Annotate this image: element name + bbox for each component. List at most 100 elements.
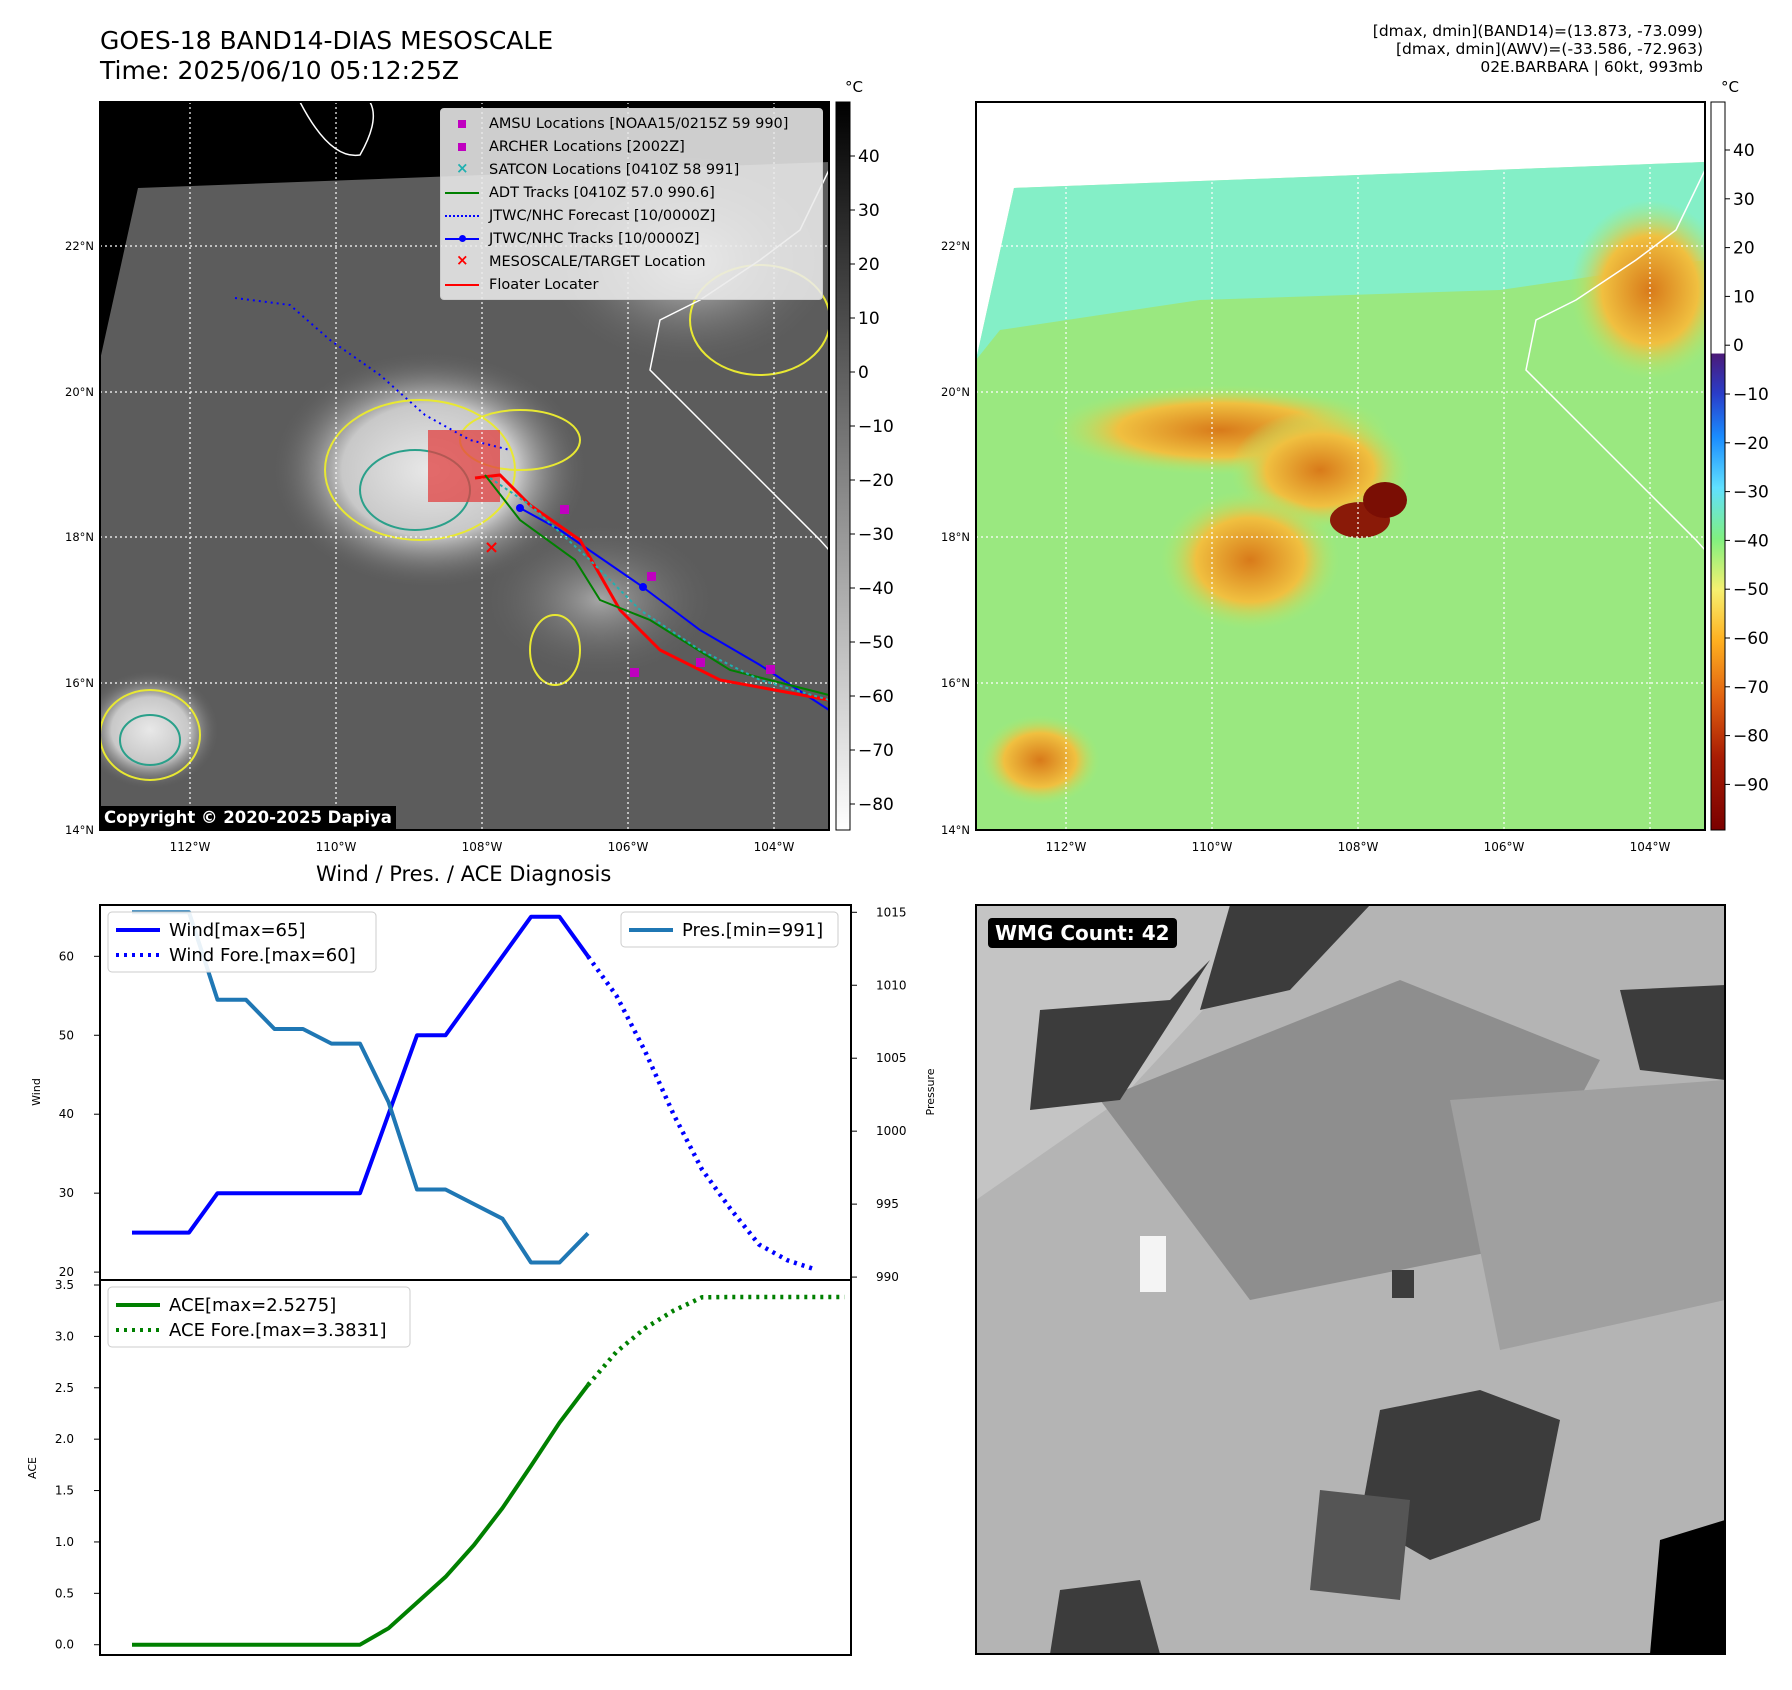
wv-colorbar-tick-label: 40	[1733, 141, 1755, 161]
legend-entry: Floater Locater	[445, 274, 598, 296]
wind-tick-label: 40	[59, 1107, 74, 1121]
ace-tick-label: 0.5	[55, 1586, 74, 1600]
ace-tick-label: 3.5	[55, 1278, 74, 1292]
ir-lon-label: 106°W	[608, 840, 649, 854]
wmg-count-label: WMG Count: 42	[988, 918, 1177, 948]
ir-colorbar-tick-label: −70	[858, 741, 894, 761]
pressure-tick-label: 1015	[876, 905, 907, 919]
ir-lon-label: 112°W	[170, 840, 211, 854]
legend-label: JTWC/NHC Forecast [10/0000Z]	[489, 208, 716, 224]
wind-legend	[107, 911, 377, 973]
wv-colorbar-tick-label: −90	[1733, 775, 1769, 795]
title-product: GOES-18 BAND14-DIAS MESOSCALE	[100, 26, 554, 55]
legend-series-label: Pres.[min=991]	[682, 920, 823, 941]
legend-entry: × SATCON Locations [0410Z 58 991]	[445, 159, 739, 181]
legend-series-label: ACE[max=2.5275]	[169, 1295, 336, 1316]
legend-marker-icon: ×	[456, 159, 469, 177]
wv-colorbar-unit: °C	[1721, 78, 1739, 96]
wind-forecast-series-line	[586, 954, 817, 1272]
pressure-tick-label: 1000	[876, 1124, 907, 1138]
legend-marker-icon	[445, 188, 479, 198]
legend-entry: ADT Tracks [0410Z 57.0 990.6]	[445, 182, 715, 204]
ace-forecast-series-line	[586, 1294, 845, 1387]
legend-label: ARCHER Locations [2002Z]	[489, 139, 685, 155]
wv-colorbar	[1710, 101, 1726, 831]
legend-marker-icon	[445, 234, 479, 244]
wv-colorbar-tick-label: −60	[1733, 629, 1769, 649]
legend-marker-icon	[445, 142, 479, 152]
svg-text:×: ×	[484, 537, 499, 558]
band14-range: [dmax, dmin](BAND14)=(13.873, -73.099)	[1372, 22, 1703, 40]
legend-entry: × MESOSCALE/TARGET Location	[445, 251, 706, 273]
wv-colorbar-tick-label: −70	[1733, 678, 1769, 698]
legend-label: Floater Locater	[489, 277, 599, 293]
ir-colorbar	[835, 101, 851, 831]
wv-lon-label: 104°W	[1630, 840, 1671, 854]
wv-colorbar-tick-label: −80	[1733, 727, 1769, 747]
legend-label: MESOSCALE/TARGET Location	[489, 254, 706, 270]
legend-entry: AMSU Locations [NOAA15/0215Z 59 990]	[445, 113, 788, 135]
wv-lon-label: 106°W	[1484, 840, 1525, 854]
ace-axes	[99, 1279, 852, 1656]
ir-colorbar-tick-label: 30	[858, 201, 880, 221]
ir-legend: AMSU Locations [NOAA15/0215Z 59 990] ARCH…	[440, 108, 823, 300]
legend-marker-icon	[445, 119, 479, 129]
pressure-tick-label: 1010	[876, 978, 907, 992]
ir-colorbar-tick-label: −30	[858, 525, 894, 545]
wv-colorbar-tick-label: −40	[1733, 531, 1769, 551]
wmg-image	[976, 905, 1725, 1654]
wv-lat-label: 18°N	[941, 530, 970, 544]
ir-lat-label: 20°N	[65, 385, 94, 399]
ir-colorbar-tick-label: −20	[858, 471, 894, 491]
ace-tick-label: 1.5	[55, 1484, 74, 1498]
ace-legend	[107, 1286, 411, 1348]
wv-map-frame	[975, 101, 1706, 831]
diagnosis-title: Wind / Pres. / ACE Diagnosis	[316, 862, 612, 886]
page-title: GOES-18 BAND14-DIAS MESOSCALE Time: 2025…	[100, 26, 553, 86]
wv-lat-label: 20°N	[941, 385, 970, 399]
legend-entry: JTWC/NHC Tracks [10/0000Z]	[445, 228, 700, 250]
wv-lon-label: 112°W	[1046, 840, 1087, 854]
ir-colorbar-tick-label: −40	[858, 579, 894, 599]
ir-colorbar-unit: °C	[845, 78, 863, 96]
legend-series-label: Wind Fore.[max=60]	[169, 945, 356, 966]
legend-entry: JTWC/NHC Forecast [10/0000Z]	[445, 205, 715, 227]
pressure-tick-label: 1005	[876, 1051, 907, 1065]
legend-marker-icon: ×	[456, 251, 469, 269]
legend-label: JTWC/NHC Tracks [10/0000Z]	[489, 231, 700, 247]
wind-series-line	[132, 914, 590, 1235]
ir-colorbar-tick-label: −50	[858, 633, 894, 653]
wmg-frame	[975, 904, 1726, 1655]
wind-pres-plot: 20 30 40 50 60 990 995 1000 1005 1010 1015 Wind Pres…	[30, 905, 937, 1284]
ir-colorbar-tick-label: −10	[858, 417, 894, 437]
legend-label: ADT Tracks [0410Z 57.0 990.6]	[489, 185, 715, 201]
pressure-tick-label: 990	[876, 1270, 899, 1284]
legend-label: AMSU Locations [NOAA15/0215Z 59 990]	[489, 116, 789, 132]
wv-colorbar-tick-label: −50	[1733, 580, 1769, 600]
copyright-label: Copyright © 2020-2025 Dapiya	[100, 806, 396, 829]
wv-lon-label: 108°W	[1338, 840, 1379, 854]
legend-entry: ARCHER Locations [2002Z]	[445, 136, 685, 158]
wv-colorbar-tick-label: −30	[1733, 483, 1769, 503]
pressure-legend	[620, 911, 839, 948]
ir-colorbar-tick-label: −60	[858, 687, 894, 707]
legend-marker-icon	[445, 211, 479, 221]
ir-lon-label: 110°W	[316, 840, 357, 854]
legend-marker-icon	[445, 280, 479, 290]
storm-summary: 02E.BARBARA | 60kt, 993mb	[1480, 58, 1703, 76]
wv-map	[976, 102, 1705, 830]
storm-info: [dmax, dmin](BAND14)=(13.873, -73.099) […	[1373, 22, 1703, 76]
wv-colorbar-tick-label: 10	[1733, 287, 1755, 307]
ace-series-line	[132, 1383, 590, 1647]
ir-map-frame	[99, 101, 830, 831]
ir-lat-label: 18°N	[65, 530, 94, 544]
wind-tick-label: 60	[59, 949, 74, 963]
ace-tick-label: 2.0	[55, 1432, 74, 1446]
ir-lon-label: 108°W	[462, 840, 503, 854]
wv-colorbar-tick-label: −20	[1733, 434, 1769, 454]
ace-axis-label: ACE	[26, 1457, 39, 1479]
legend-series-label: Wind[max=65]	[169, 920, 306, 941]
ir-lat-label: 16°N	[65, 676, 94, 690]
legend-series-label: ACE Fore.[max=3.3831]	[169, 1320, 387, 1341]
